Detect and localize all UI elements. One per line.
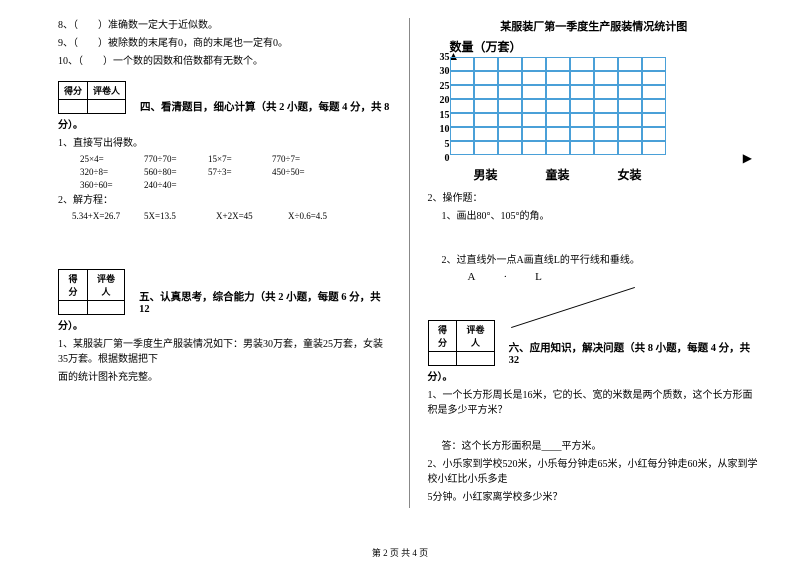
score-header: 得分 bbox=[428, 321, 457, 352]
q6-1: 1、一个长方形周长是16米，它的长、宽的米数是两个质数，这个长方形面积是多少平方… bbox=[428, 388, 761, 418]
equation-row: 5.34+X=26.7 5X=13.5 X+2X=45 X÷0.6=4.5 bbox=[58, 211, 391, 221]
y-tick: 25 bbox=[428, 81, 450, 92]
score-cell[interactable] bbox=[59, 301, 88, 315]
score-box-sec4: 得分评卷人 四、看清题目，细心计算（共 2 小题，每题 4 分，共 8 bbox=[58, 81, 391, 114]
y-tick: 35 bbox=[428, 52, 450, 63]
section-5-tail: 分）。 bbox=[58, 319, 391, 334]
calc-grid: 25×4= 770÷70= 15×7= 770÷7= 320÷8= 560÷80… bbox=[58, 154, 391, 193]
question-10: 10、（ ）一个数的因数和倍数都有无数个。 bbox=[58, 54, 391, 69]
score-box-sec6: 得分评卷人 六、应用知识，解决问题（共 8 小题，每题 4 分，共 32 bbox=[428, 320, 761, 366]
section-4-tail: 分）。 bbox=[58, 118, 391, 133]
q6-answer: 答：这个长方形面积是____平方米。 bbox=[428, 439, 761, 454]
q5-1a: 1、某服装厂第一季度生产服装情况如下：男装30万套，童装25万套，女装35万套。… bbox=[58, 337, 391, 367]
calc-item: 360÷60= bbox=[80, 180, 144, 190]
section-6-tail: 分）。 bbox=[428, 370, 761, 385]
grader-cell[interactable] bbox=[87, 301, 124, 315]
calc-item: 240÷40= bbox=[144, 180, 208, 190]
dot-icon: · bbox=[503, 271, 535, 283]
calc-item: 450÷50= bbox=[272, 167, 336, 177]
section-5-title: 五、认真思考，综合能力（共 2 小题，每题 6 分，共 12 bbox=[139, 289, 390, 315]
points-row: A·L bbox=[428, 271, 761, 283]
x-axis-labels: 男装 童装 女装 bbox=[450, 164, 666, 183]
calc-item: 25×4= bbox=[80, 154, 144, 164]
q2-2: 2、过直线外一点A画直线L的平行线和垂线。 bbox=[428, 253, 761, 268]
eq-item: X÷0.6=4.5 bbox=[288, 211, 360, 221]
y-axis-ticks: 35 30 25 20 15 10 5 0 bbox=[428, 52, 450, 164]
x-label: 女装 bbox=[617, 166, 641, 183]
grader-cell[interactable] bbox=[457, 352, 494, 366]
score-header: 得分 bbox=[59, 270, 88, 301]
y-tick: 30 bbox=[428, 66, 450, 77]
calc-item: 560÷80= bbox=[144, 167, 208, 177]
calc-item: 770÷70= bbox=[144, 154, 208, 164]
q2: 2、操作题： bbox=[428, 191, 761, 206]
q4-1: 1、直接写出得数。 bbox=[58, 136, 391, 151]
page-footer: 第 2 页 共 4 页 bbox=[0, 546, 800, 559]
y-tick: 5 bbox=[428, 139, 450, 150]
y-tick: 15 bbox=[428, 110, 450, 121]
line-l-label: L bbox=[535, 271, 570, 283]
grader-cell[interactable] bbox=[88, 100, 126, 114]
eq-item: 5X=13.5 bbox=[144, 211, 216, 221]
point-a-label: A bbox=[468, 271, 504, 283]
question-9: 9、（ ）被除数的末尾有0，商的末尾也一定有0。 bbox=[58, 36, 391, 51]
question-8: 8、（ ）准确数一定大于近似数。 bbox=[58, 18, 391, 33]
eq-item: 5.34+X=26.7 bbox=[72, 211, 144, 221]
calc-item: 15×7= bbox=[208, 154, 272, 164]
chart-title: 某服装厂第一季度生产服装情况统计图 bbox=[428, 18, 761, 34]
x-label: 男装 bbox=[473, 166, 497, 183]
section-6-title: 六、应用知识，解决问题（共 8 小题，每题 4 分，共 32 bbox=[509, 340, 760, 366]
score-cell[interactable] bbox=[428, 352, 457, 366]
grader-header: 评卷人 bbox=[87, 270, 124, 301]
y-tick: 0 bbox=[428, 153, 450, 164]
q4-2: 2、解方程： bbox=[58, 193, 391, 208]
q6-2a: 2、小乐家到学校520米，小乐每分钟走65米，小红每分钟走60米，从家到学校小红… bbox=[428, 457, 761, 487]
q5-1b: 面的统计图补充完整。 bbox=[58, 370, 391, 385]
bar-chart: ▲ 35 30 25 20 15 10 5 0 ▶ bbox=[428, 57, 761, 164]
y-axis-label: 数量（万套） bbox=[450, 38, 761, 55]
score-cell[interactable] bbox=[59, 100, 88, 114]
y-tick: 20 bbox=[428, 95, 450, 106]
q2-1: 1、画出80°、105°的角。 bbox=[428, 209, 761, 224]
grader-header: 评卷人 bbox=[457, 321, 494, 352]
calc-item: 320÷8= bbox=[80, 167, 144, 177]
y-tick: 10 bbox=[428, 124, 450, 135]
x-label: 童装 bbox=[545, 166, 569, 183]
arrow-right-icon: ▶ bbox=[743, 151, 752, 166]
score-header: 得分 bbox=[59, 82, 88, 100]
grader-header: 评卷人 bbox=[88, 82, 126, 100]
calc-item: 770÷7= bbox=[272, 154, 336, 164]
score-box-sec5: 得分评卷人 五、认真思考，综合能力（共 2 小题，每题 6 分，共 12 bbox=[58, 269, 391, 315]
q6-2b: 5分钟。小红家离学校多少米？ bbox=[428, 490, 761, 505]
eq-item: X+2X=45 bbox=[216, 211, 288, 221]
calc-item: 57÷3= bbox=[208, 167, 272, 177]
section-4-title: 四、看清题目，细心计算（共 2 小题，每题 4 分，共 8 bbox=[140, 99, 389, 114]
chart-grid bbox=[450, 57, 666, 155]
